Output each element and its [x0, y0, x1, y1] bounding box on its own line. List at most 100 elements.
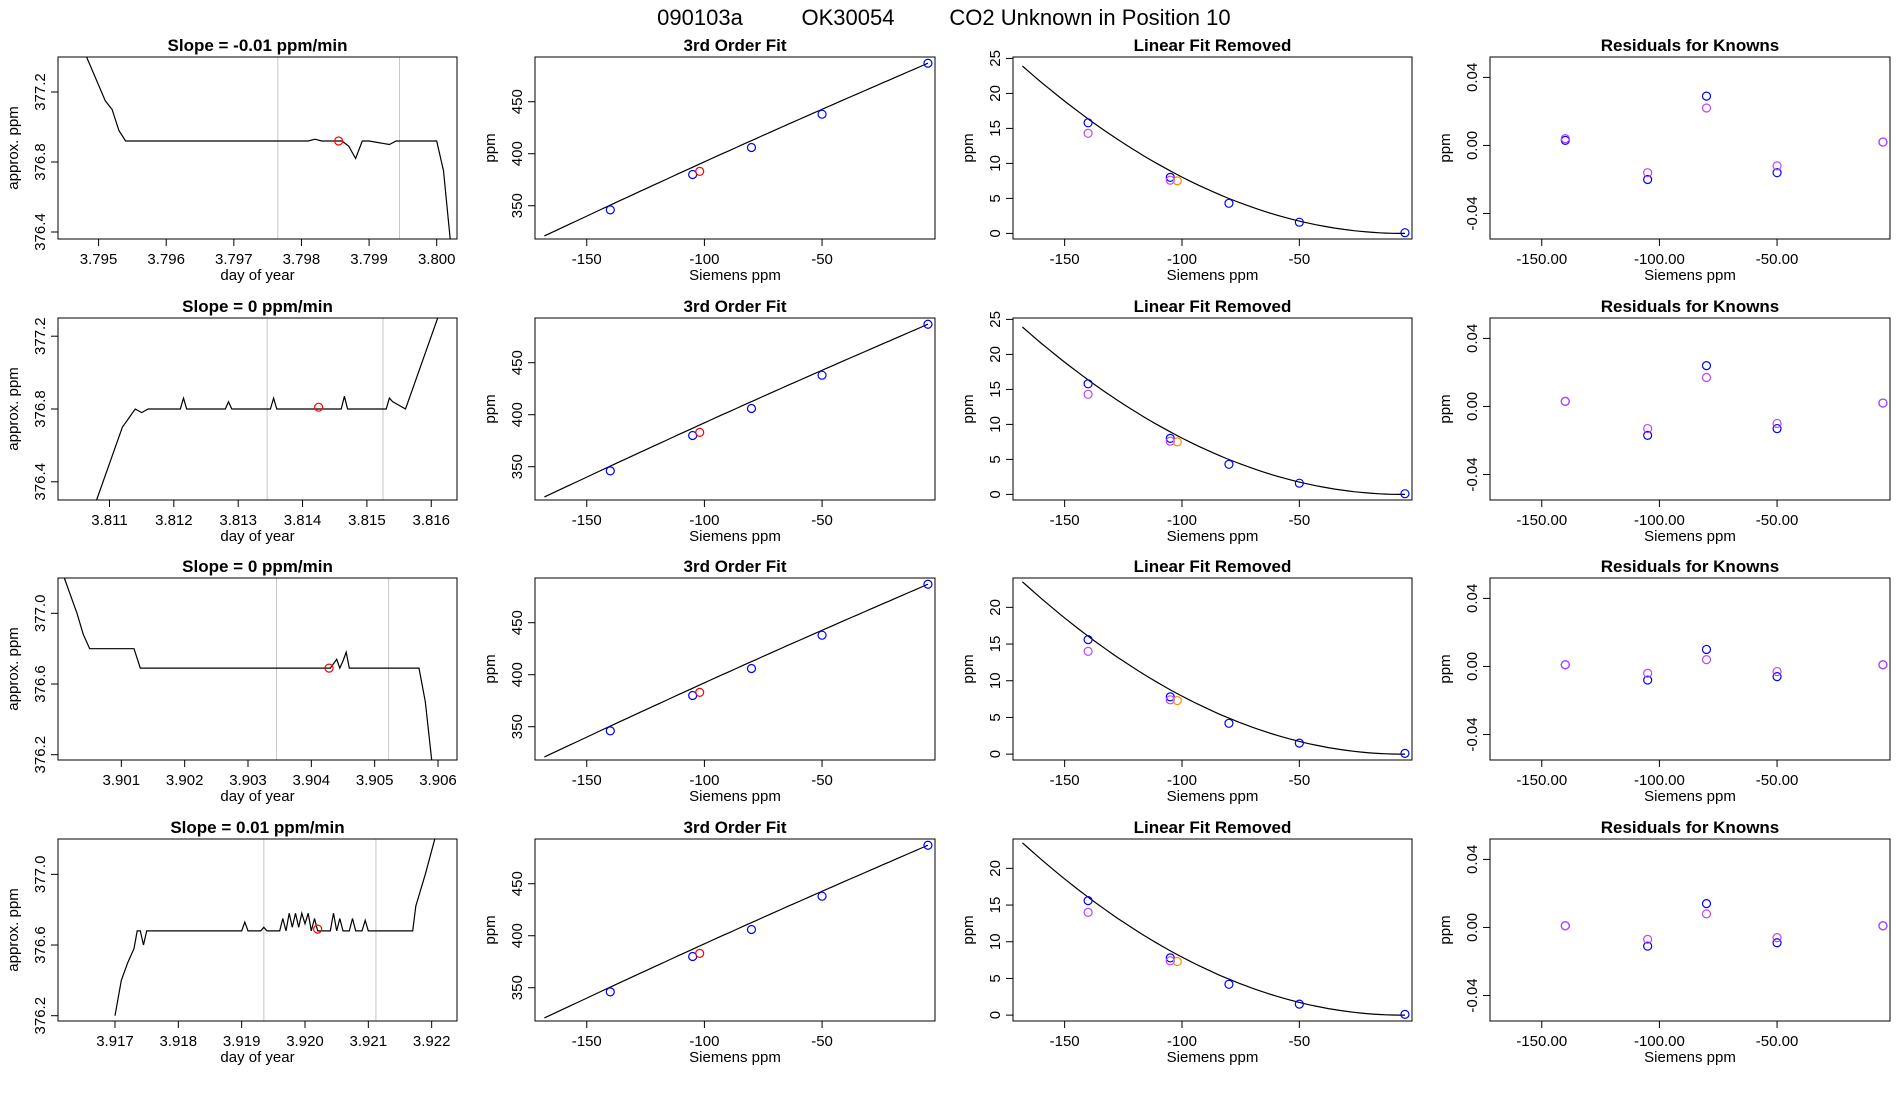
x-axis-label: Siemens ppm — [1167, 788, 1259, 805]
x-axis-label: day of year — [220, 267, 294, 284]
y-tick-label: 350 — [509, 975, 526, 1000]
data-point — [1643, 423, 1653, 434]
plot-frame — [57, 838, 458, 1022]
data-point — [817, 630, 827, 640]
y-tick-label: 10 — [987, 416, 1004, 433]
y-axis-label: ppm — [1437, 915, 1454, 944]
y-tick-label: 0.04 — [1464, 584, 1481, 613]
plot-frame — [1489, 56, 1891, 240]
y-axis-label: ppm — [482, 133, 499, 162]
x-tick-label: -50 — [1288, 1033, 1310, 1050]
panel-title: Slope = 0.01 ppm/min — [170, 818, 344, 837]
data-point — [1643, 168, 1653, 178]
y-tick-label: 376.6 — [32, 665, 49, 703]
x-tick-label: -150 — [572, 512, 602, 529]
data-point — [817, 109, 827, 119]
panel-r3-c3: Residuals for Knowns -150.00 -100.00 -50.00… — [1437, 818, 1891, 1066]
panel-r3-c0: Slope = 0.01 ppm/min 3.917 3.918 3.919 3.920… — [5, 818, 458, 1066]
plot-frame — [1489, 317, 1891, 501]
x-tick-label: -150 — [1050, 772, 1080, 789]
data-point — [1083, 379, 1093, 389]
x-axis-label: Siemens ppm — [1644, 1049, 1736, 1066]
data-point — [746, 663, 757, 674]
data-point — [605, 987, 615, 997]
y-tick-label: 0 — [987, 750, 1004, 758]
x-tick-label: -100 — [1167, 512, 1197, 529]
x-tick-label: -150.00 — [1516, 251, 1567, 268]
data-point — [1083, 635, 1093, 645]
y-tick-label: 376.8 — [32, 143, 49, 181]
y-tick-label: 0.04 — [1464, 63, 1481, 92]
y-tick-label: 10 — [987, 672, 1004, 689]
y-tick-label: 450 — [509, 89, 526, 114]
data-point — [1224, 198, 1234, 208]
y-tick-label: 450 — [509, 610, 526, 635]
plot-frame — [1012, 577, 1413, 761]
fit-curve — [544, 844, 929, 1019]
panel-r2-c3: Residuals for Knowns -150.00 -100.00 -50.00… — [1437, 557, 1891, 805]
y-tick-label: 15 — [987, 120, 1004, 137]
x-axis-label: day of year — [220, 1049, 294, 1066]
data-point — [1701, 103, 1712, 113]
data-point — [1701, 899, 1712, 909]
plot-frame — [1012, 56, 1413, 240]
panel-r1-c0: Slope = 0 ppm/min 3.811 3.812 3.813 3.814 3.8… — [5, 297, 458, 545]
data-point — [1772, 933, 1782, 943]
data-point — [1083, 128, 1093, 138]
data-point — [1165, 175, 1175, 185]
x-tick-label: -150 — [572, 772, 602, 789]
data-point — [695, 427, 705, 437]
data-point — [1643, 668, 1653, 678]
y-tick-label: 0 — [987, 229, 1004, 237]
x-tick-label: 3.815 — [348, 512, 386, 529]
x-tick-label: -50.00 — [1756, 772, 1799, 789]
x-tick-label: 3.906 — [419, 772, 457, 789]
data-point — [1165, 172, 1175, 182]
data-point — [1643, 675, 1653, 685]
y-tick-label: -0.04 — [1464, 196, 1481, 230]
data-point — [1878, 398, 1888, 408]
y-tick-label: 376.2 — [32, 736, 49, 774]
x-tick-label: -100 — [689, 512, 719, 529]
x-tick-label: -50 — [811, 772, 833, 789]
x-axis-label: Siemens ppm — [689, 267, 781, 284]
panel-title: Linear Fit Removed — [1134, 297, 1292, 316]
plot-area — [544, 58, 933, 237]
x-tick-label: 3.816 — [412, 512, 450, 529]
data-point — [1701, 361, 1712, 371]
x-tick-label: -50 — [811, 512, 833, 529]
data-point — [1701, 644, 1712, 655]
plot-area — [1560, 361, 1888, 440]
y-axis-label: approx. ppm — [5, 888, 22, 971]
y-tick-label: 25 — [987, 50, 1004, 67]
x-tick-label: 3.798 — [283, 251, 321, 268]
fit-curve — [1022, 842, 1405, 1016]
fit-curve — [544, 583, 929, 758]
y-tick-label: 376.4 — [32, 213, 49, 251]
panel-r2-c0: Slope = 0 ppm/min 3.901 3.902 3.903 3.904 3.9… — [5, 557, 458, 805]
plot-area — [544, 840, 933, 1019]
x-tick-label: 3.811 — [91, 512, 127, 529]
data-point — [1643, 941, 1653, 951]
data-point — [1172, 956, 1182, 967]
data-point — [1165, 436, 1175, 446]
plot-frame — [1489, 838, 1891, 1022]
data-point — [1294, 217, 1304, 227]
y-axis-label: ppm — [482, 394, 499, 423]
data-point — [1400, 748, 1410, 758]
y-tick-label: 450 — [509, 871, 526, 896]
data-point — [1083, 896, 1093, 906]
x-tick-label: 3.796 — [147, 251, 185, 268]
data-point — [1172, 176, 1182, 186]
data-point — [1643, 430, 1653, 440]
x-axis-label: day of year — [220, 788, 294, 805]
y-axis-label: ppm — [960, 133, 977, 162]
x-tick-label: 3.920 — [286, 1033, 324, 1050]
data-point — [605, 466, 615, 476]
plot-area — [1022, 581, 1410, 758]
x-tick-label: 3.921 — [350, 1033, 388, 1050]
plot-area — [1560, 644, 1888, 685]
panel-r2-c2: Linear Fit Removed -150 -100 -50 0 5 10 15 20 Sie… — [960, 557, 1413, 805]
plot-area — [1022, 65, 1410, 238]
y-tick-label: 25 — [987, 311, 1004, 328]
